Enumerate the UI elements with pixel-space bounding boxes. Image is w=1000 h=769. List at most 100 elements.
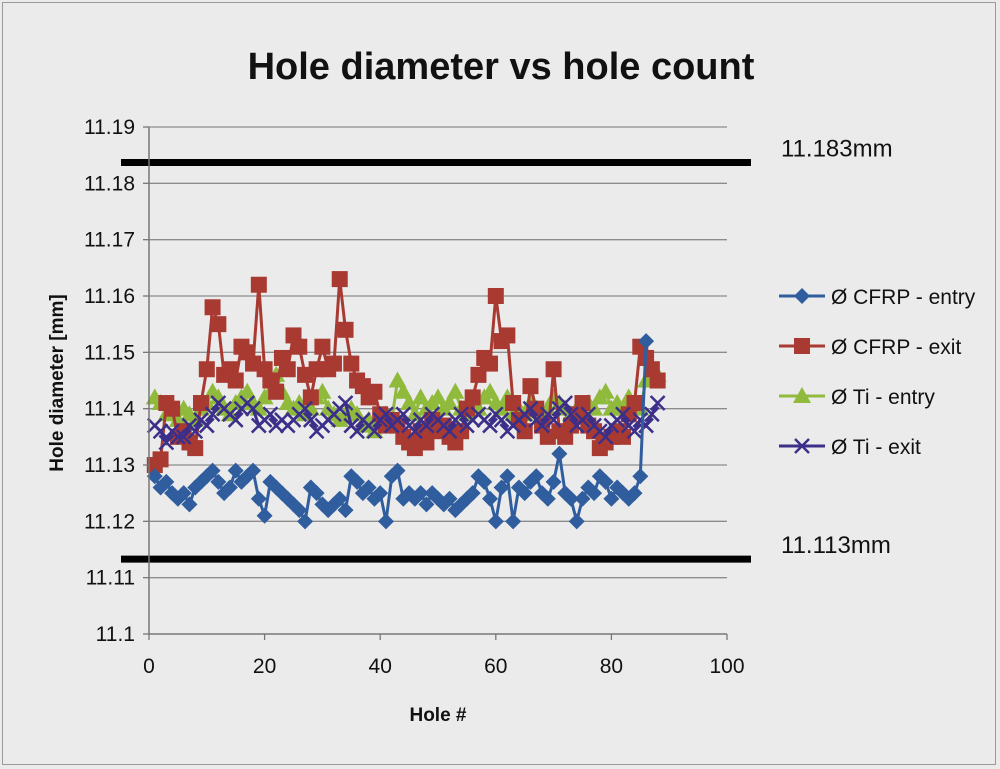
data-point [597, 428, 614, 445]
data-point [793, 387, 811, 403]
data-point-stroke [418, 417, 435, 434]
data-point-stroke [337, 395, 354, 411]
data-point [441, 490, 458, 507]
data-point [794, 438, 810, 454]
series-line [153, 400, 659, 446]
data-point-stroke [522, 400, 539, 417]
data-point [557, 395, 574, 411]
data-point [378, 406, 394, 423]
data-point [331, 271, 348, 288]
data-point [198, 417, 215, 434]
data-point [481, 382, 500, 399]
data-point [482, 490, 499, 507]
data-point [343, 355, 360, 372]
data-point [429, 388, 447, 405]
data-point [545, 361, 562, 378]
data-point-stroke [152, 423, 169, 440]
legend-label: Ø Ti - entry [831, 386, 935, 409]
data-point [649, 372, 666, 389]
legend-label: Ø CFRP - entry [831, 286, 976, 309]
data-point [152, 451, 169, 468]
data-point [632, 468, 649, 485]
data-point [204, 462, 221, 479]
data-point [181, 496, 198, 513]
data-point [411, 388, 430, 405]
axis-layer: 11.1 11.11 11.12 11.13 11.14 11.15 11.16 11.17 1… [84, 116, 745, 678]
data-point [227, 412, 244, 428]
data-point [291, 502, 308, 519]
data-point-stroke [175, 428, 192, 445]
data-point [308, 485, 325, 502]
data-point [388, 371, 407, 388]
data-point [446, 382, 465, 399]
data-point [441, 423, 458, 440]
data-point [204, 406, 221, 423]
data-point-stroke [563, 406, 579, 423]
data-point-stroke [245, 400, 261, 417]
data-point [453, 406, 470, 423]
data-point [366, 423, 383, 440]
legend-item: Ø Ti - exit [779, 436, 921, 459]
data-point [406, 423, 423, 440]
data-point [360, 479, 377, 496]
series [146, 395, 666, 451]
data-point [638, 333, 655, 350]
x-tick-label: 60 [484, 655, 507, 678]
data-point [210, 316, 227, 333]
data-point [349, 473, 366, 490]
data-point-stroke [349, 423, 365, 440]
data-point [302, 389, 319, 406]
reference-line-label: 11.183mm [781, 135, 893, 162]
data-point [175, 428, 192, 445]
data-point [643, 406, 660, 423]
y-axis-label: Hole diameter [mm] [47, 294, 68, 471]
data-point [297, 513, 314, 530]
data-point-stroke [406, 423, 423, 440]
data-point [545, 412, 562, 428]
x-tick-label: 0 [143, 655, 155, 678]
data-point [528, 468, 545, 485]
data-point-stroke [378, 406, 394, 423]
data-point [366, 383, 383, 400]
data-point [297, 400, 313, 417]
data-point [291, 338, 308, 355]
x-axis-label: Hole # [409, 705, 466, 726]
data-point-stroke [626, 423, 643, 440]
data-point [499, 468, 516, 485]
data-point [476, 473, 493, 490]
data-point [349, 423, 365, 440]
x-tick-label: 100 [709, 655, 744, 678]
legend-item: Ø Ti - entry [779, 386, 935, 409]
chart-canvas: Hole diameter vs hole count Hole diamete… [47, 46, 976, 726]
data-point [250, 276, 267, 293]
data-point [499, 327, 516, 344]
data-point [545, 473, 562, 490]
data-point [175, 485, 192, 502]
data-point [562, 490, 579, 507]
data-point [580, 406, 597, 423]
data-point [614, 428, 631, 445]
data-point [493, 479, 510, 496]
data-point [238, 382, 257, 399]
data-point [314, 496, 331, 513]
data-point [597, 473, 614, 490]
data-point [250, 490, 267, 507]
data-point [516, 423, 533, 440]
data-point [268, 383, 285, 400]
x-tick-label: 40 [369, 655, 392, 678]
data-point [412, 485, 429, 502]
data-point [505, 513, 522, 530]
data-point [574, 395, 591, 412]
data-point [395, 406, 412, 423]
data-point [146, 468, 163, 485]
data-point [389, 462, 406, 479]
data-point [493, 412, 510, 428]
y-tick-label: 11.13 [84, 454, 135, 477]
data-point [337, 321, 354, 338]
data-point [337, 395, 354, 411]
data-point [400, 394, 419, 411]
data-point [152, 423, 169, 440]
legend: Ø CFRP - entry Ø CFRP - exit Ø Ti - entry Ø… [779, 286, 976, 459]
data-point-stroke [297, 400, 313, 417]
data-point [568, 513, 585, 530]
